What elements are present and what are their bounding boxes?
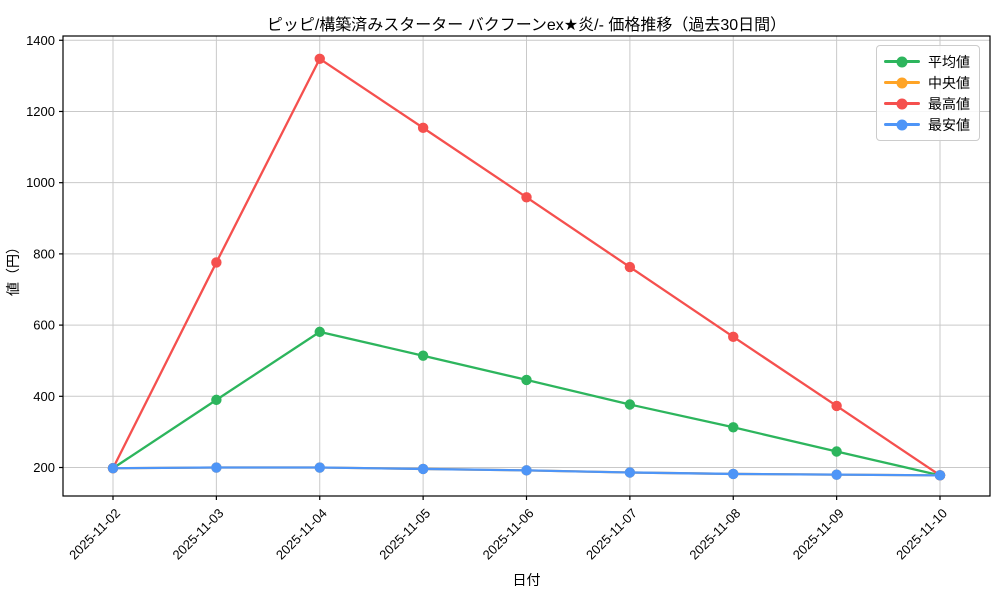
data-point (417, 463, 429, 475)
legend-item-平均値: 平均値 (884, 51, 970, 72)
chart-title: ピッピ/構築済みスターター バクフーンex★炎/- 価格推移（過去30日間） (266, 17, 787, 34)
x-axis-label: 日付 (512, 572, 541, 588)
data-point (211, 462, 222, 473)
data-point (314, 53, 325, 64)
gridlines (63, 36, 990, 496)
x-tick-labels: 2025-11-02 2025-11-03 2025-11-04 2025-11-05… (66, 506, 950, 563)
data-point (831, 446, 842, 457)
svg-text:800: 800 (33, 246, 55, 261)
svg-text:2025-11-05: 2025-11-05 (376, 506, 433, 563)
svg-text:2025-11-02: 2025-11-02 (66, 506, 123, 563)
svg-text:2025-11-10: 2025-11-10 (893, 506, 950, 563)
svg-text:200: 200 (33, 460, 55, 475)
svg-text:2025-11-04: 2025-11-04 (273, 506, 330, 563)
data-point (624, 399, 636, 410)
legend-item-最高値: 最高値 (884, 93, 970, 114)
svg-text:2025-11-03: 2025-11-03 (170, 506, 227, 563)
legend-dot-icon (896, 56, 908, 67)
svg-text:2025-11-08: 2025-11-08 (686, 506, 743, 563)
legend-marker-icon (884, 77, 920, 88)
legend-label: 最高値 (928, 95, 970, 112)
y-tick-labels: 200 400 600 800 1000 1200 1400 (26, 33, 55, 475)
legend-item-中央値: 中央値 (884, 72, 970, 93)
legend-dot-icon (896, 77, 908, 88)
series-最安値 (107, 462, 946, 481)
legend-marker-icon (884, 98, 920, 109)
data-point (107, 463, 119, 474)
legend: 平均値中央値最高値最安値 (876, 45, 980, 141)
legend-item-最安値: 最安値 (884, 114, 970, 135)
data-point (417, 122, 429, 134)
legend-label: 中央値 (928, 74, 970, 91)
legend-marker-icon (884, 56, 920, 67)
svg-text:600: 600 (33, 318, 55, 333)
data-point (728, 468, 739, 480)
svg-text:2025-11-06: 2025-11-06 (480, 506, 537, 563)
data-point (624, 261, 636, 273)
data-point (521, 465, 532, 476)
legend-label: 平均値 (928, 53, 970, 70)
data-point (211, 257, 222, 268)
svg-text:1400: 1400 (26, 33, 55, 48)
legend-marker-icon (884, 119, 920, 130)
data-point (314, 326, 325, 338)
svg-text:1000: 1000 (26, 175, 55, 190)
data-point (521, 374, 532, 386)
svg-text:2025-11-09: 2025-11-09 (790, 506, 847, 563)
svg-text:400: 400 (33, 389, 55, 404)
data-point (211, 394, 222, 406)
data-point (521, 192, 532, 203)
legend-label: 最安値 (928, 116, 970, 133)
legend-dot-icon (896, 119, 908, 130)
data-point (728, 331, 739, 343)
tick-marks (59, 39, 941, 500)
series-最高値 (107, 53, 946, 481)
data-point (314, 462, 325, 473)
data-point (624, 467, 636, 478)
data-point (831, 400, 842, 412)
y-axis-label: 値（円） (5, 240, 21, 296)
legend-dot-icon (896, 98, 908, 109)
data-point (417, 350, 429, 361)
data-point (831, 469, 842, 480)
series-平均値 (107, 326, 946, 481)
svg-text:2025-11-07: 2025-11-07 (583, 506, 640, 563)
data-point (934, 470, 946, 481)
data-point (728, 422, 739, 433)
svg-text:1200: 1200 (26, 104, 55, 119)
